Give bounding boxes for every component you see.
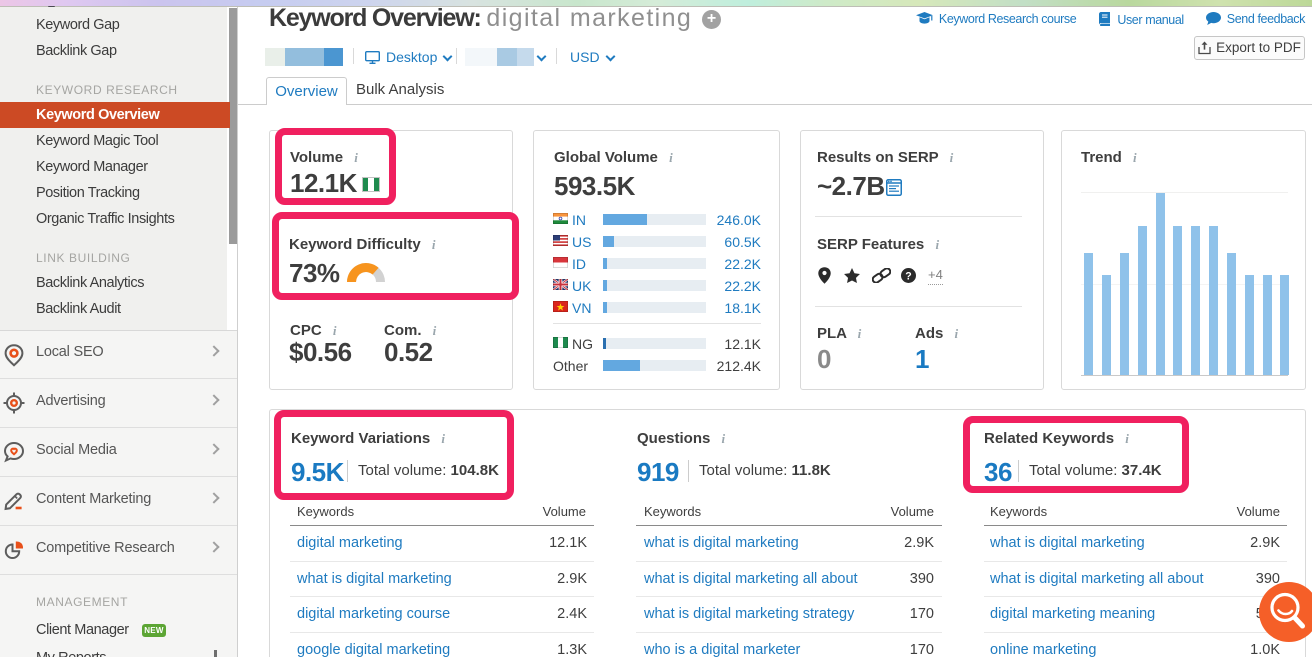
svg-text:?: ? <box>905 270 911 282</box>
